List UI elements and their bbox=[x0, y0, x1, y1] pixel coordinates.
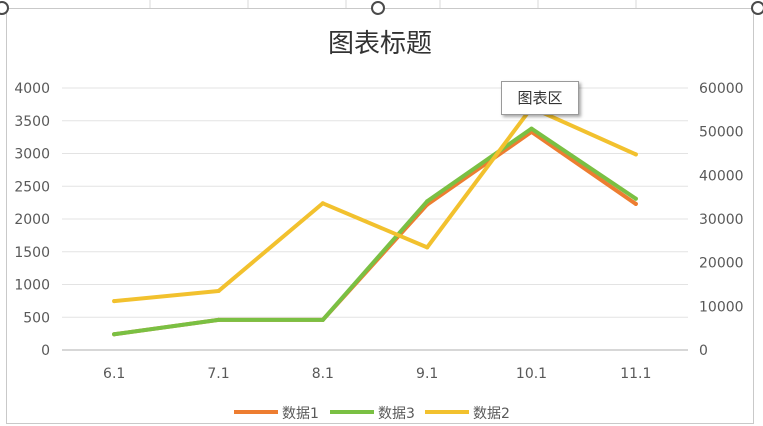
series-2-point-2[interactable] bbox=[320, 201, 325, 206]
left-y-tick-label: 1500 bbox=[14, 245, 50, 261]
series-lines[interactable] bbox=[112, 105, 638, 337]
x-axis-ticks: 6.1 7.1 8.1 9.1 10.1 11.1 bbox=[103, 366, 651, 382]
right-y-tick-label: 40000 bbox=[699, 168, 744, 184]
legend-label-0[interactable]: 数据1 bbox=[282, 406, 319, 422]
series-2-point-1[interactable] bbox=[216, 289, 221, 294]
series-1-point-2[interactable] bbox=[320, 317, 325, 322]
resize-handle-top-right[interactable] bbox=[751, 1, 763, 15]
x-tick-label: 6.1 bbox=[103, 366, 125, 382]
series-1-point-0[interactable] bbox=[112, 332, 117, 337]
right-y-tick-label: 10000 bbox=[699, 299, 744, 315]
x-tick-label: 9.1 bbox=[416, 366, 438, 382]
left-y-tick-label: 500 bbox=[23, 310, 50, 326]
series-line-1[interactable] bbox=[112, 126, 638, 337]
series-2-point-5[interactable] bbox=[633, 152, 638, 157]
x-tick-label: 7.1 bbox=[207, 366, 229, 382]
gridlines bbox=[62, 87, 688, 318]
left-y-tick-label: 2000 bbox=[14, 212, 50, 228]
series-2-point-3[interactable] bbox=[425, 245, 430, 250]
left-y-tick-label: 3000 bbox=[14, 147, 50, 163]
left-y-tick-label: 2500 bbox=[14, 179, 50, 195]
x-tick-label: 8.1 bbox=[312, 366, 334, 382]
resize-handle-top-left[interactable] bbox=[0, 1, 9, 15]
series-1-point-3[interactable] bbox=[425, 199, 430, 204]
x-tick-label: 11.1 bbox=[620, 366, 651, 382]
right-y-axis-ticks: 0 10000 20000 30000 40000 50000 60000 bbox=[699, 81, 744, 359]
series-1-point-5[interactable] bbox=[633, 196, 638, 201]
series-1-point-1[interactable] bbox=[216, 317, 221, 322]
right-y-tick-label: 60000 bbox=[699, 81, 744, 97]
right-y-tick-label: 30000 bbox=[699, 212, 744, 228]
series-line-0[interactable] bbox=[112, 129, 638, 337]
left-y-tick-label: 3500 bbox=[14, 114, 50, 130]
resize-handle-top-center[interactable] bbox=[371, 1, 385, 15]
left-y-axis-ticks: 0 500 1000 1500 2000 2500 3000 3500 4000 bbox=[14, 81, 50, 359]
series-2-point-0[interactable] bbox=[112, 299, 117, 304]
x-tick-label: 10.1 bbox=[516, 366, 547, 382]
chart-area-tooltip: 图表区 bbox=[501, 81, 579, 115]
series-1-point-4[interactable] bbox=[529, 126, 534, 131]
right-y-tick-label: 20000 bbox=[699, 256, 744, 272]
left-y-tick-label: 1000 bbox=[14, 278, 50, 294]
legend-label-1[interactable]: 数据3 bbox=[378, 406, 415, 422]
right-y-tick-label: 0 bbox=[699, 343, 708, 359]
right-y-tick-label: 50000 bbox=[699, 125, 744, 141]
chart-title[interactable]: 图表标题 bbox=[328, 29, 432, 59]
series-line-2[interactable] bbox=[112, 105, 638, 304]
series-0-point-5[interactable] bbox=[633, 201, 638, 206]
chart-area[interactable] bbox=[6, 8, 754, 424]
left-y-tick-label: 4000 bbox=[14, 81, 50, 97]
legend[interactable]: 数据1 数据3 数据2 bbox=[234, 406, 510, 422]
left-y-tick-label: 0 bbox=[41, 343, 50, 359]
legend-label-2[interactable]: 数据2 bbox=[473, 406, 510, 422]
